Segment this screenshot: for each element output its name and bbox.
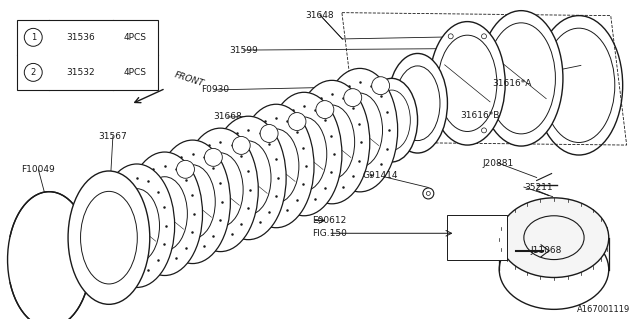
Text: E00612: E00612	[312, 216, 347, 225]
Circle shape	[24, 63, 42, 81]
Ellipse shape	[429, 22, 505, 145]
Ellipse shape	[499, 230, 609, 309]
Text: 31616*B: 31616*B	[460, 111, 500, 120]
Bar	[447, 215, 507, 260]
Text: G91414: G91414	[363, 172, 398, 180]
Circle shape	[232, 136, 250, 154]
Ellipse shape	[238, 104, 314, 228]
Circle shape	[177, 160, 195, 178]
Text: FRONT: FRONT	[173, 70, 205, 88]
Text: J20881: J20881	[483, 159, 514, 168]
Text: ①: ①	[378, 83, 384, 89]
Text: 31616*A: 31616*A	[492, 79, 531, 88]
Text: 31532: 31532	[67, 68, 95, 77]
Circle shape	[204, 148, 222, 166]
Ellipse shape	[499, 198, 609, 277]
Circle shape	[448, 34, 453, 39]
Text: A167001119: A167001119	[577, 305, 630, 314]
Text: ②: ②	[349, 95, 356, 100]
Circle shape	[288, 113, 306, 131]
Text: ②: ②	[238, 142, 244, 148]
Circle shape	[260, 124, 278, 142]
Text: 4PCS: 4PCS	[124, 68, 147, 77]
Text: ②: ②	[182, 166, 189, 172]
Text: 31648: 31648	[306, 11, 334, 20]
Text: 31668: 31668	[213, 113, 242, 122]
Text: 1: 1	[31, 33, 36, 42]
Text: 35211: 35211	[524, 183, 552, 192]
Text: 4PCS: 4PCS	[124, 33, 147, 42]
Text: 2: 2	[31, 68, 36, 77]
Ellipse shape	[99, 164, 175, 287]
Text: ①: ①	[210, 154, 216, 160]
Circle shape	[24, 28, 42, 46]
Circle shape	[316, 100, 334, 118]
Text: 31599: 31599	[229, 45, 258, 55]
Ellipse shape	[155, 140, 230, 264]
Ellipse shape	[366, 78, 417, 162]
Text: F0930: F0930	[201, 85, 229, 94]
Text: ②: ②	[294, 118, 300, 124]
Ellipse shape	[322, 68, 397, 192]
Ellipse shape	[211, 116, 286, 240]
Text: FIG.150: FIG.150	[312, 229, 348, 238]
Ellipse shape	[388, 53, 447, 153]
Circle shape	[344, 89, 362, 107]
Circle shape	[481, 34, 486, 39]
Ellipse shape	[294, 80, 370, 204]
Text: ①: ①	[322, 107, 328, 113]
Text: 31536: 31536	[67, 33, 95, 42]
Ellipse shape	[68, 171, 150, 304]
Text: 31567: 31567	[99, 132, 127, 140]
Bar	[17, 20, 157, 90]
Circle shape	[372, 77, 390, 95]
Circle shape	[423, 188, 434, 199]
Text: F10049: F10049	[22, 165, 55, 174]
Circle shape	[481, 128, 486, 133]
Text: ①: ①	[266, 131, 272, 136]
Ellipse shape	[479, 11, 563, 146]
Circle shape	[426, 191, 430, 196]
Ellipse shape	[266, 92, 342, 216]
Ellipse shape	[127, 152, 202, 276]
Ellipse shape	[182, 128, 259, 252]
Text: J11068: J11068	[531, 246, 562, 255]
Ellipse shape	[8, 192, 91, 320]
